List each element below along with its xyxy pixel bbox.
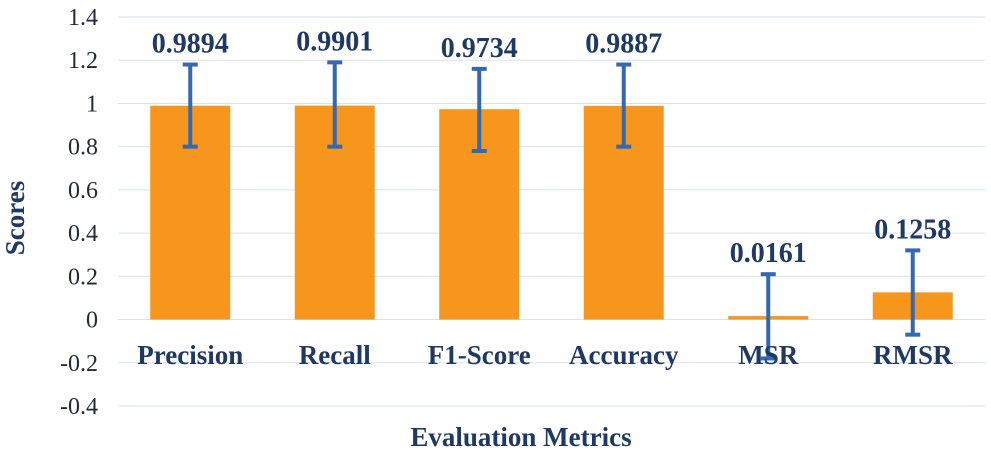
y-tick-label: 0.8 [68, 135, 98, 161]
y-tick-label: 0.2 [68, 264, 98, 290]
error-bars [182, 60, 921, 361]
x-tick-label: MSR [738, 340, 799, 370]
x-tick-label: Precision [137, 340, 243, 370]
error-bar-f1-score [471, 66, 487, 153]
data-label: 0.9734 [441, 33, 518, 64]
data-label: 0.0161 [730, 238, 807, 269]
y-tick-label: 0 [86, 308, 98, 334]
y-tick-label: 1.4 [68, 5, 98, 31]
y-tick-label: -0.4 [60, 394, 98, 420]
gridlines [118, 16, 985, 407]
error-bar-msr [760, 272, 776, 361]
data-label: 0.9887 [585, 29, 662, 60]
y-axis-title: Scores [0, 181, 30, 256]
data-labels: 0.9894 0.9901 0.9734 0.9887 0.0161 0.1258 [152, 26, 952, 269]
x-tick-label: F1-Score [428, 340, 531, 370]
error-bar-accuracy [616, 62, 632, 149]
x-axis-ticks: Precision Recall F1-Score Accuracy MSR RMSR [137, 340, 953, 370]
y-tick-label: 0.4 [68, 221, 98, 247]
bars [150, 105, 953, 320]
data-label: 0.1258 [874, 214, 951, 245]
error-bar-recall [327, 60, 343, 149]
data-label: 0.9894 [152, 29, 229, 60]
x-tick-label: Recall [299, 340, 371, 370]
x-tick-label: RMSR [873, 340, 953, 370]
y-tick-label: 0.6 [68, 178, 98, 204]
y-axis-ticks: 1.4 1.2 1 0.8 0.6 0.4 0.2 0 -0.2 -0.4 [60, 5, 98, 420]
x-axis-title: Evaluation Metrics [410, 422, 631, 452]
data-label: 0.9901 [296, 26, 373, 57]
y-tick-label: -0.2 [60, 351, 98, 377]
error-bar-precision [182, 62, 198, 149]
x-tick-label: Accuracy [569, 340, 679, 370]
error-bar-rmsr [905, 248, 921, 337]
y-tick-label: 1.2 [68, 48, 98, 74]
y-tick-label: 1 [86, 91, 98, 117]
